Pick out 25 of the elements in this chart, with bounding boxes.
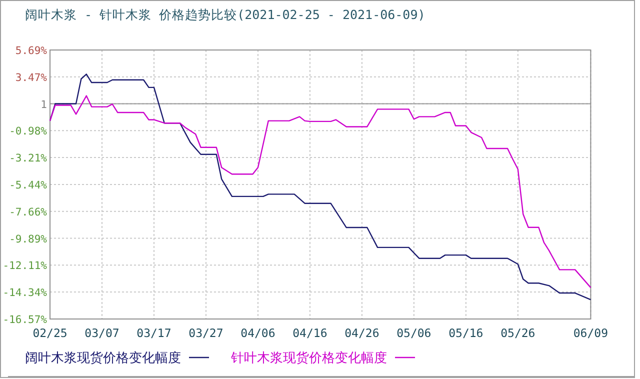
- y-tick-label: -9.89%: [9, 233, 48, 246]
- y-tick-label: -0.98%: [9, 126, 48, 138]
- x-tick-label: 05/16: [448, 326, 484, 340]
- y-tick-label: 3.47%: [15, 72, 48, 84]
- chart-title: 阔叶木浆 - 针叶木浆 价格趋势比较(2021-02-25 - 2021-06-09): [25, 7, 426, 22]
- x-tick-label: 04/26: [344, 326, 380, 340]
- y-tick-label: -5.44%: [9, 180, 48, 192]
- y-tick-label: 1: [40, 98, 47, 111]
- x-tick-label: 03/07: [84, 326, 120, 340]
- y-tick-label: 5.69%: [15, 45, 48, 57]
- x-tick-label: 05/06: [396, 326, 432, 340]
- y-tick-label: -16.57%: [2, 314, 48, 326]
- y-tick-label: -3.21%: [9, 152, 48, 165]
- x-tick-label: 04/16: [292, 326, 328, 340]
- y-tick-label: -7.66%: [9, 206, 48, 218]
- x-tick-label: 03/17: [136, 326, 172, 340]
- y-tick-label: -12.11%: [2, 260, 48, 272]
- x-tick-label: 04/06: [240, 326, 276, 340]
- y-tick-label: -14.34%: [2, 287, 48, 300]
- legend-label: 阔叶木浆现货价格变化幅度: [25, 350, 181, 366]
- x-tick-label: 02/25: [32, 326, 68, 340]
- x-tick-label: 03/27: [188, 326, 224, 340]
- x-tick-label: 06/09: [573, 326, 608, 340]
- legend-label: 针叶木浆现货价格变化幅度: [230, 350, 387, 366]
- x-tick-label: 05/26: [500, 326, 536, 340]
